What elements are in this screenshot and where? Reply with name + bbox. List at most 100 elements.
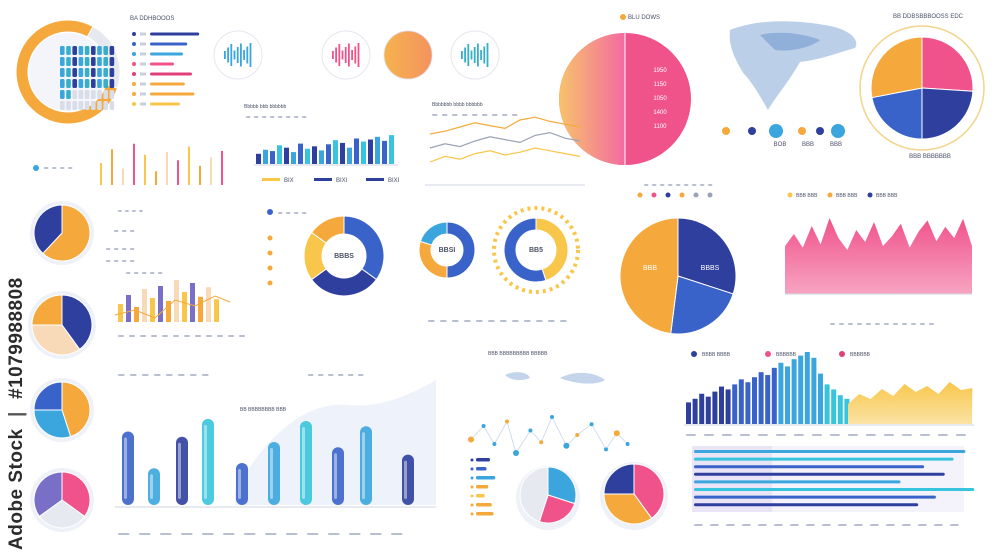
dot-grid-cell (97, 68, 102, 77)
gradient-bar-shine (150, 474, 153, 499)
candle-caption-line (206, 335, 213, 337)
vertical-tick (210, 157, 212, 185)
dot-grid-cell (72, 68, 77, 77)
donut-caption-caption-line (476, 320, 483, 322)
candle-caption-line (118, 335, 125, 337)
network-node (513, 450, 519, 456)
mini-hbar-dot (470, 503, 474, 507)
bottom-pie-0-slice-2 (519, 466, 549, 523)
network-edge (515, 430, 531, 454)
top-circle-bar (477, 43, 479, 67)
center-pie-legend-dot (707, 192, 713, 198)
candle-caption-line (129, 335, 136, 337)
mix-caption-caption-line (938, 434, 948, 436)
network-node (539, 440, 544, 445)
mini-bars-header: Bbbbb bbb bbbbbb (244, 104, 286, 110)
left-pie-1-slice-2 (31, 294, 63, 326)
gradient-bar (176, 436, 188, 505)
legend-bars-dot (132, 32, 136, 36)
mini-bar (382, 140, 387, 164)
vertical-tick (133, 143, 135, 185)
world-map-region (760, 32, 820, 51)
pink-area-caption-caption-line (830, 323, 835, 325)
mini-bar (340, 142, 345, 164)
mix-bar (738, 379, 744, 424)
mini-bar (284, 147, 289, 164)
network-node (468, 436, 474, 443)
center-pie-header-caption-line (652, 184, 657, 186)
gradient-bar (402, 454, 414, 505)
bottom-hbars-caption-caption-line (934, 524, 943, 526)
gradient-bar (236, 463, 248, 505)
dot-grid-cell (97, 79, 102, 88)
vertical-tick (221, 150, 223, 185)
vertical-tick (199, 165, 201, 185)
mix-legend-dot (765, 351, 771, 357)
candle-bar (142, 289, 147, 322)
bottom-gradient-header-caption-line (308, 374, 314, 376)
bottom-gradient-caption-caption-line (349, 533, 361, 535)
legend-bars-dot (132, 62, 136, 66)
mini-bar (305, 148, 310, 164)
bottom-hbar (694, 488, 975, 491)
vertical-ticks-legend-caption-line (52, 167, 57, 169)
mix-bar (699, 393, 705, 424)
legend-bars-dot (132, 52, 136, 56)
candle-bar (134, 307, 139, 322)
donut-caption-caption-line (524, 320, 531, 322)
bottom-hbars-caption-caption-line (918, 524, 927, 526)
dot-grid-cell (84, 68, 90, 77)
center-big-pie-slice-0 (677, 217, 737, 295)
bottom-hbars-caption-caption-line (694, 524, 703, 526)
top-circle-bar (243, 50, 245, 60)
mix-caption-caption-line (686, 434, 696, 436)
vertical-tick (188, 146, 190, 185)
network-node (492, 442, 497, 446)
wave-line (429, 147, 581, 163)
watermark-brand: Adobe Stock (6, 428, 27, 550)
candle-caption-line (195, 335, 202, 337)
donut-label: BBBS (334, 253, 354, 260)
network-node (589, 422, 594, 427)
mini-hbar-dot (470, 476, 474, 480)
pink-area-caption-caption-line (902, 323, 907, 325)
mix-bar (745, 382, 751, 424)
mini-bar (277, 145, 282, 164)
left-pie-legend-caption-line (158, 272, 163, 274)
mix-caption-caption-line (848, 434, 858, 436)
map-legend-dot (798, 127, 806, 135)
mix-caption-caption-line (758, 434, 768, 436)
dot-grid-cell (60, 79, 65, 88)
bottom-gradient-header-caption-line (178, 374, 185, 376)
donut-caption-caption-line (560, 320, 567, 322)
dot-grid-cell (66, 101, 71, 110)
top-circle-bar (473, 47, 476, 63)
network-edge (494, 421, 508, 445)
top-circle-bar (357, 43, 360, 67)
center-pie-header-caption-line (644, 184, 649, 186)
top-circle-bar (344, 47, 347, 63)
wave-lines-caption-line (452, 114, 458, 116)
top-circle-bar (224, 51, 226, 59)
candle-caption-line (217, 335, 224, 337)
candle-bar (214, 299, 219, 322)
big-top-pie-title: BLU DOWS (628, 15, 660, 21)
bottom-pie-1-slice-0 (633, 463, 665, 519)
big-top-pie-label: 1050 (653, 96, 667, 102)
legend-bars-dot (132, 72, 136, 76)
bottom-hbars-caption-caption-line (838, 524, 847, 526)
dot-grid-cell (84, 90, 90, 99)
left-pie-legend-caption-line (106, 260, 111, 262)
map-legend-dot (748, 127, 756, 135)
center-pie-header-caption-line (676, 184, 681, 186)
mix-bar (804, 352, 810, 424)
mini-bar (375, 136, 380, 164)
dot-grid-cell (60, 101, 65, 110)
bottom-hbars-caption-caption-line (806, 524, 815, 526)
top-circle-bar (246, 46, 249, 64)
top-circle-bar (480, 50, 482, 60)
mix-legend-label: BBBBBB (776, 352, 797, 358)
wave-line (429, 131, 581, 149)
mini-bars-caption-line (294, 116, 299, 118)
candle-bar (190, 283, 195, 322)
